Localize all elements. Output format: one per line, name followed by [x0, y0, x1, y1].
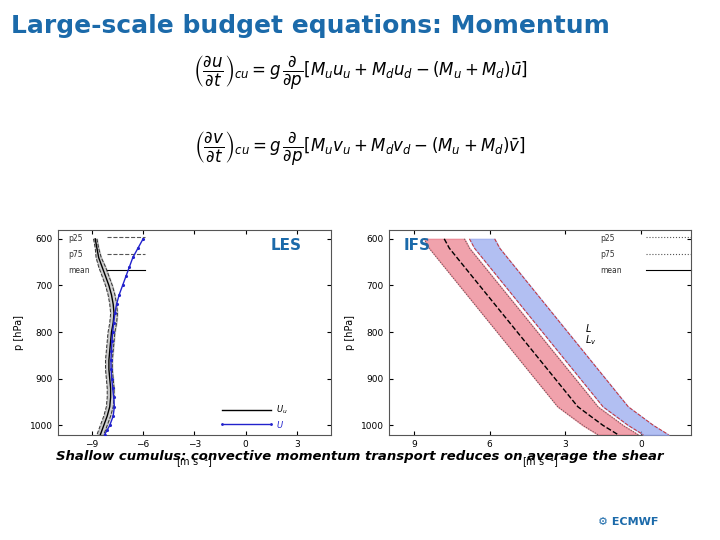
- Text: p25: p25: [68, 234, 83, 242]
- Y-axis label: p [hPa]: p [hPa]: [346, 315, 356, 349]
- Text: Large-scale budget equations: Momentum: Large-scale budget equations: Momentum: [11, 14, 610, 37]
- Text: $U_u$: $U_u$: [276, 404, 288, 416]
- Text: Slide 18: Slide 18: [432, 517, 477, 526]
- Text: NWP Training Course Convection II: The IFS mass flux scheme: NWP Training Course Convection II: The I…: [29, 517, 369, 526]
- Text: IFS: IFS: [404, 238, 431, 253]
- Text: mean: mean: [600, 266, 622, 275]
- Text: $\left(\dfrac{\partial v}{\partial t}\right)_{cu} = g\,\dfrac{\partial}{\partial: $\left(\dfrac{\partial v}{\partial t}\ri…: [194, 130, 526, 167]
- Text: p25: p25: [600, 234, 615, 242]
- FancyBboxPatch shape: [580, 506, 720, 537]
- Text: Shallow cumulus: convective momentum transport reduces on average the shear: Shallow cumulus: convective momentum tra…: [56, 450, 664, 463]
- Y-axis label: p [hPa]: p [hPa]: [14, 315, 24, 349]
- Text: $U$: $U$: [276, 419, 284, 430]
- Text: p75: p75: [600, 250, 615, 259]
- Text: $L$: $L$: [585, 322, 593, 334]
- X-axis label: [m s$^{-1}$]: [m s$^{-1}$]: [521, 454, 559, 470]
- Text: LES: LES: [271, 238, 302, 253]
- Text: $L_v$: $L_v$: [585, 333, 597, 347]
- Text: ⚙ ECMWF: ⚙ ECMWF: [598, 517, 658, 526]
- Text: mean: mean: [68, 266, 90, 275]
- Text: $\left(\dfrac{\partial u}{\partial t}\right)_{cu} = g\,\dfrac{\partial}{\partial: $\left(\dfrac{\partial u}{\partial t}\ri…: [193, 54, 527, 92]
- X-axis label: [m s$^{-1}$]: [m s$^{-1}$]: [176, 454, 213, 470]
- Text: p75: p75: [68, 250, 84, 259]
